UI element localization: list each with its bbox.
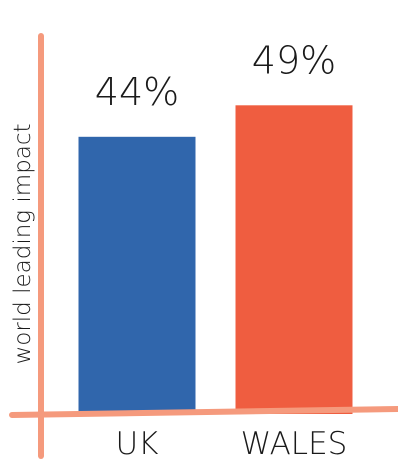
axes-layer bbox=[9, 33, 398, 459]
x-tick-label-uk: UK bbox=[115, 426, 158, 461]
x-axis-line bbox=[9, 406, 398, 418]
value-label-wales: 49% bbox=[252, 38, 336, 82]
labels-layer: 44% UK 49% WALES bbox=[95, 38, 348, 461]
bars-layer bbox=[78, 105, 353, 415]
x-tick-label-wales: WALES bbox=[241, 426, 348, 461]
value-label-uk: 44% bbox=[95, 70, 179, 114]
bar-uk bbox=[78, 136, 196, 415]
bar-wales bbox=[235, 105, 353, 415]
y-axis-label: world leading impact bbox=[10, 123, 36, 364]
